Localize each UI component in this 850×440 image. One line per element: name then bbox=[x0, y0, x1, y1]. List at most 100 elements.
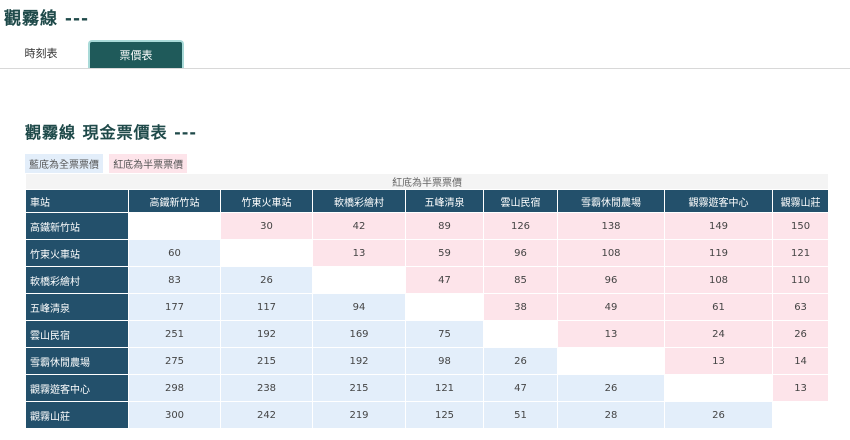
fare-cell bbox=[128, 212, 221, 240]
fare-cell: 85 bbox=[483, 266, 558, 294]
fare-cell: 83 bbox=[128, 266, 221, 294]
tab-bar: 時刻表 票價表 bbox=[0, 40, 850, 69]
fare-cell: 96 bbox=[483, 239, 558, 267]
fare-cell bbox=[664, 374, 773, 402]
fare-cell: 24 bbox=[664, 320, 773, 348]
column-header: 觀霧山莊 bbox=[771, 189, 830, 213]
row-header: 雪霸休閒農場 bbox=[25, 347, 129, 375]
row-header: 竹東火車站 bbox=[25, 239, 129, 267]
table-row: 竹東火車站 60 13 59 96 108 119 121 bbox=[25, 239, 830, 267]
row-header: 軟橋彩繪村 bbox=[25, 266, 129, 294]
fare-cell: 26 bbox=[483, 347, 558, 375]
fare-cell: 26 bbox=[664, 401, 773, 429]
column-header: 軟橋彩繪村 bbox=[312, 189, 406, 213]
fare-cell bbox=[220, 239, 313, 267]
column-header: 竹東火車站 bbox=[220, 189, 313, 213]
fare-cell: 126 bbox=[483, 212, 558, 240]
fare-cell bbox=[405, 293, 484, 321]
fare-cell: 177 bbox=[128, 293, 221, 321]
fare-cell: 298 bbox=[128, 374, 221, 402]
corner-header: 車站 bbox=[25, 189, 129, 213]
page-title: 觀霧線 --- bbox=[4, 9, 90, 29]
column-header: 雲山民宿 bbox=[483, 189, 558, 213]
fare-cell: 215 bbox=[220, 347, 313, 375]
fare-cell: 26 bbox=[771, 320, 830, 348]
row-header: 五峰清泉 bbox=[25, 293, 129, 321]
fare-cell: 150 bbox=[771, 212, 830, 240]
fare-cell: 13 bbox=[771, 374, 830, 402]
table-row: 觀霧遊客中心 298 238 215 121 47 26 13 bbox=[25, 374, 830, 402]
fare-cell: 30 bbox=[220, 212, 313, 240]
fare-cell: 51 bbox=[483, 401, 558, 429]
section-title: 觀霧線 現金票價表 --- bbox=[25, 123, 198, 142]
fare-cell: 63 bbox=[771, 293, 830, 321]
row-header: 雲山民宿 bbox=[25, 320, 129, 348]
table-row: 五峰清泉 177 117 94 38 49 61 63 bbox=[25, 293, 830, 321]
fare-cell: 110 bbox=[771, 266, 830, 294]
caption-row: 紅底為半票票價 bbox=[24, 173, 830, 190]
fare-cell: 47 bbox=[405, 266, 484, 294]
fare-table: 紅底為半票票價 車站 高鐵新竹站 竹東火車站 軟橋彩繪村 五峰清泉 雲山民宿 雪霸休閒農場 觀霧… bbox=[24, 173, 830, 429]
fare-cell: 117 bbox=[220, 293, 313, 321]
fare-cell: 275 bbox=[128, 347, 221, 375]
fare-cell: 61 bbox=[664, 293, 773, 321]
fare-cell: 59 bbox=[405, 239, 484, 267]
fare-cell: 49 bbox=[557, 293, 665, 321]
tab[interactable]: 時刻表 bbox=[24, 47, 58, 60]
fare-cell: 13 bbox=[557, 320, 665, 348]
fare-cell: 108 bbox=[664, 266, 773, 294]
fare-cell: 42 bbox=[312, 212, 406, 240]
tab-active[interactable]: 票價表 bbox=[88, 40, 184, 68]
table-body: 高鐵新竹站 30 42 89 126 138 149 150 竹東火車站 60 13 59 96 108 1… bbox=[25, 212, 830, 429]
fare-cell bbox=[771, 401, 830, 429]
row-header: 觀霧遊客中心 bbox=[25, 374, 129, 402]
table-head: 紅底為半票票價 車站 高鐵新竹站 竹東火車站 軟橋彩繪村 五峰清泉 雲山民宿 雪霸休閒農場 觀霧… bbox=[24, 173, 830, 213]
fare-cell bbox=[483, 320, 558, 348]
fare-cell: 98 bbox=[405, 347, 484, 375]
fare-cell: 28 bbox=[557, 401, 665, 429]
fare-cell: 26 bbox=[220, 266, 313, 294]
header-row: 車站 高鐵新竹站 竹東火車站 軟橋彩繪村 五峰清泉 雲山民宿 雪霸休閒農場 觀霧遊客中心 觀霧山… bbox=[25, 189, 830, 213]
column-header: 高鐵新竹站 bbox=[128, 189, 221, 213]
column-header: 觀霧遊客中心 bbox=[664, 189, 773, 213]
fare-cell: 119 bbox=[664, 239, 773, 267]
fare-cell bbox=[312, 266, 406, 294]
fare-cell: 47 bbox=[483, 374, 558, 402]
fare-cell: 300 bbox=[128, 401, 221, 429]
table-row: 雪霸休閒農場 275 215 192 98 26 13 14 bbox=[25, 347, 830, 375]
row-header: 觀霧山莊 bbox=[25, 401, 129, 429]
fare-cell: 13 bbox=[664, 347, 773, 375]
legend-item: 藍底為全票票價 bbox=[25, 154, 103, 173]
fare-cell: 89 bbox=[405, 212, 484, 240]
fare-cell: 96 bbox=[557, 266, 665, 294]
row-header: 高鐵新竹站 bbox=[25, 212, 129, 240]
fare-cell: 169 bbox=[312, 320, 406, 348]
fare-cell: 108 bbox=[557, 239, 665, 267]
fare-cell: 192 bbox=[220, 320, 313, 348]
fare-cell: 38 bbox=[483, 293, 558, 321]
fare-cell: 242 bbox=[220, 401, 313, 429]
column-header: 五峰清泉 bbox=[405, 189, 484, 213]
fare-cell: 192 bbox=[312, 347, 406, 375]
fare-cell: 238 bbox=[220, 374, 313, 402]
fare-cell: 219 bbox=[312, 401, 406, 429]
column-header: 雪霸休閒農場 bbox=[557, 189, 665, 213]
fare-cell: 215 bbox=[312, 374, 406, 402]
table-row: 軟橋彩繪村 83 26 47 85 96 108 110 bbox=[25, 266, 830, 294]
table-row: 高鐵新竹站 30 42 89 126 138 149 150 bbox=[25, 212, 830, 240]
fare-cell: 26 bbox=[557, 374, 665, 402]
legend: 藍底為全票票價 紅底為半票票價 bbox=[25, 154, 190, 173]
fare-cell: 121 bbox=[405, 374, 484, 402]
fare-cell: 13 bbox=[312, 239, 406, 267]
table-row: 觀霧山莊 300 242 219 125 51 28 26 bbox=[25, 401, 830, 429]
table-row: 雲山民宿 251 192 169 75 13 24 26 bbox=[25, 320, 830, 348]
fare-cell: 94 bbox=[312, 293, 406, 321]
fare-cell: 14 bbox=[771, 347, 830, 375]
fare-cell: 121 bbox=[771, 239, 830, 267]
fare-cell: 75 bbox=[405, 320, 484, 348]
fare-cell: 251 bbox=[128, 320, 221, 348]
table-caption: 紅底為半票票價 bbox=[24, 173, 830, 190]
fare-cell bbox=[557, 347, 665, 375]
